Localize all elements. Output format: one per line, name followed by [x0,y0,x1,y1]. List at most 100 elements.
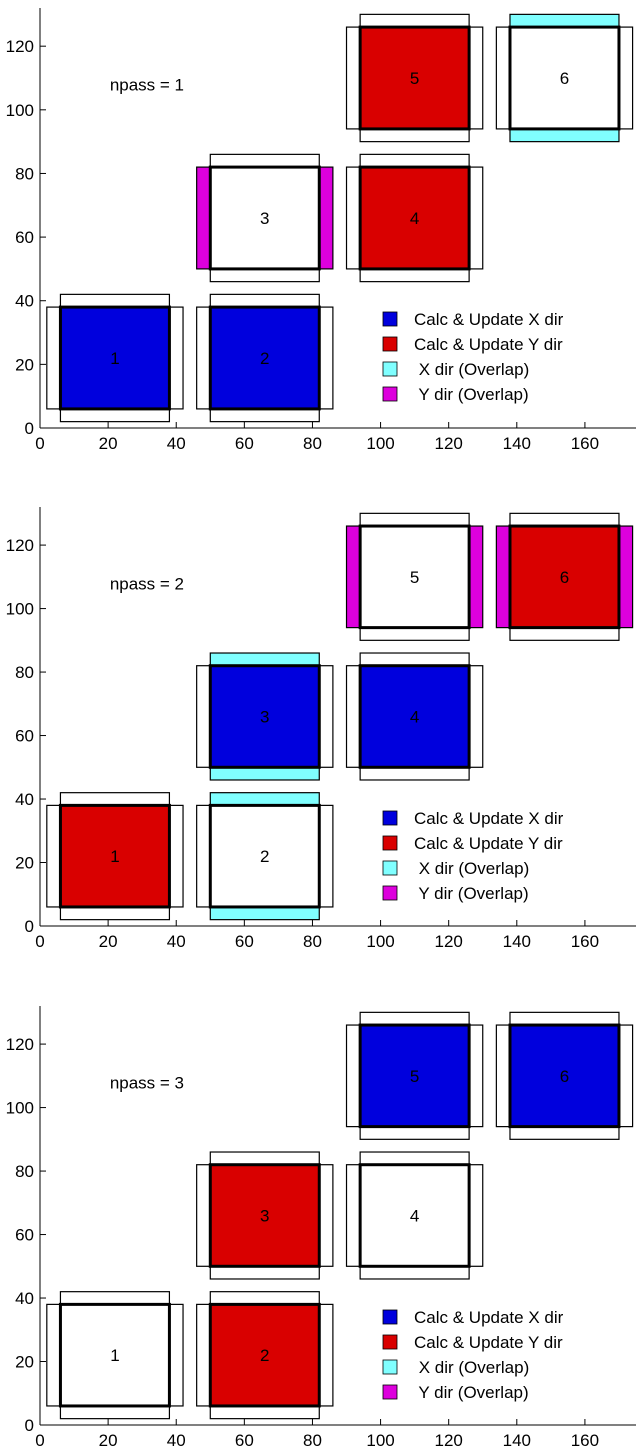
x-tick-label: 40 [167,932,186,951]
legend-item: X dir (Overlap) [382,360,529,379]
y-tick-label: 100 [6,101,34,120]
legend-item: Calc & Update X dir [382,809,564,828]
npass-annotation: npass = 1 [110,76,184,95]
x-tick-label: 60 [235,434,254,453]
tile-core [358,1023,471,1129]
legend-item: X dir (Overlap) [382,859,529,878]
tile-1: 1 [46,293,184,423]
y-tick-label: 20 [15,1353,34,1372]
tile-core [208,165,321,271]
tile-6: 6 [495,512,634,641]
legend: Calc & Update X dir Calc & Update Y dir X… [382,1308,564,1402]
tile-number-label: 2 [260,349,269,368]
panel-1: 0 20 40 60 80 100 120 140 160 0 20 40 60 80 100 120 1 2 3 4… [6,8,636,453]
y-tick-label: 0 [25,1416,34,1435]
y-tick-label: 60 [15,228,34,247]
y-tick-label: 80 [15,1162,34,1181]
tile-number-label: 1 [110,847,119,866]
legend-swatch [382,311,398,327]
y-overlap-strip [496,526,510,628]
legend-item: Y dir (Overlap) [382,1383,529,1402]
legend-swatch [382,361,398,377]
x-tick-label: 140 [503,932,531,951]
legend-item: Calc & Update Y dir [382,834,563,853]
tile-number-label: 3 [260,708,269,727]
y-tick-label: 80 [15,663,34,682]
y-overlap-strip [319,167,333,269]
tile-3: 3 [196,153,334,283]
tile-6: 6 [495,1011,634,1140]
tile-core [208,305,321,411]
y-tick-label: 20 [15,355,34,374]
y-tick-label: 80 [15,164,34,183]
x-tick-label: 140 [503,1431,531,1450]
x-tick-label: 160 [571,1431,599,1450]
y-tick-label: 0 [25,419,34,438]
tile-number-label: 1 [110,349,119,368]
tile-number-label: 5 [410,568,419,587]
legend-swatch [382,885,398,901]
tile-number-label: 2 [260,1346,269,1365]
tile-4: 4 [345,153,484,283]
legend-item: Y dir (Overlap) [382,385,529,404]
tile-number-label: 3 [260,1207,269,1226]
legend-swatch [382,1309,398,1325]
tile-number-label: 2 [260,847,269,866]
y-overlap-strip [469,526,483,628]
legend: Calc & Update X dir Calc & Update Y dir X… [382,809,564,903]
y-tick-label: 100 [6,600,34,619]
tile-core [508,25,621,131]
tile-number-label: 6 [560,69,569,88]
tile-core [208,1163,321,1268]
x-tick-label: 100 [366,1431,394,1450]
x-tick-label: 80 [303,434,322,453]
y-overlap-strip [196,167,211,269]
legend-label: Calc & Update Y dir [414,335,563,354]
x-tick-label: 120 [434,932,462,951]
x-tick-label: 60 [235,1431,254,1450]
y-overlap-strip [618,526,633,628]
legend-label: X dir (Overlap) [414,859,529,878]
tile-number-label: 4 [410,209,419,228]
legend-swatch [382,810,398,826]
tile-4: 4 [345,652,484,781]
legend-item: Y dir (Overlap) [382,884,529,903]
tile-core [208,664,321,769]
x-tick-label: 20 [99,1431,118,1450]
y-tick-label: 40 [15,1289,34,1308]
tile-6: 6 [495,13,634,143]
x-overlap-strip [509,128,619,142]
y-tick-label: 60 [15,1226,34,1245]
tile-2: 2 [196,293,334,423]
tile-core [358,1163,471,1268]
tile-1: 1 [46,792,184,921]
tile-number-label: 6 [560,568,569,587]
x-tick-label: 80 [303,932,322,951]
x-overlap-strip [210,792,320,806]
legend-label: Calc & Update X dir [414,1308,564,1327]
legend-swatch [382,336,398,352]
y-tick-label: 20 [15,854,34,873]
tile-core [58,803,171,909]
tile-number-label: 4 [410,1207,419,1226]
tile-core [508,524,621,630]
npass-annotation: npass = 3 [110,1074,184,1093]
x-overlap-strip [210,906,320,920]
legend-swatch [382,860,398,876]
tile-number-label: 6 [560,1067,569,1086]
tile-core [358,664,471,769]
legend-swatch [382,1384,398,1400]
legend-label: Calc & Update Y dir [414,834,563,853]
legend-item: X dir (Overlap) [382,1358,529,1377]
legend-label: Y dir (Overlap) [414,385,529,404]
legend-item: Calc & Update X dir [382,310,564,329]
tile-5: 5 [345,512,484,641]
tile-core [358,524,471,630]
tile-core [358,165,471,271]
legend-item: Calc & Update X dir [382,1308,564,1327]
tile-2: 2 [196,1291,334,1420]
tile-core [58,1302,171,1408]
y-tick-label: 60 [15,727,34,746]
x-tick-label: 160 [571,932,599,951]
x-tick-label: 0 [35,932,44,951]
